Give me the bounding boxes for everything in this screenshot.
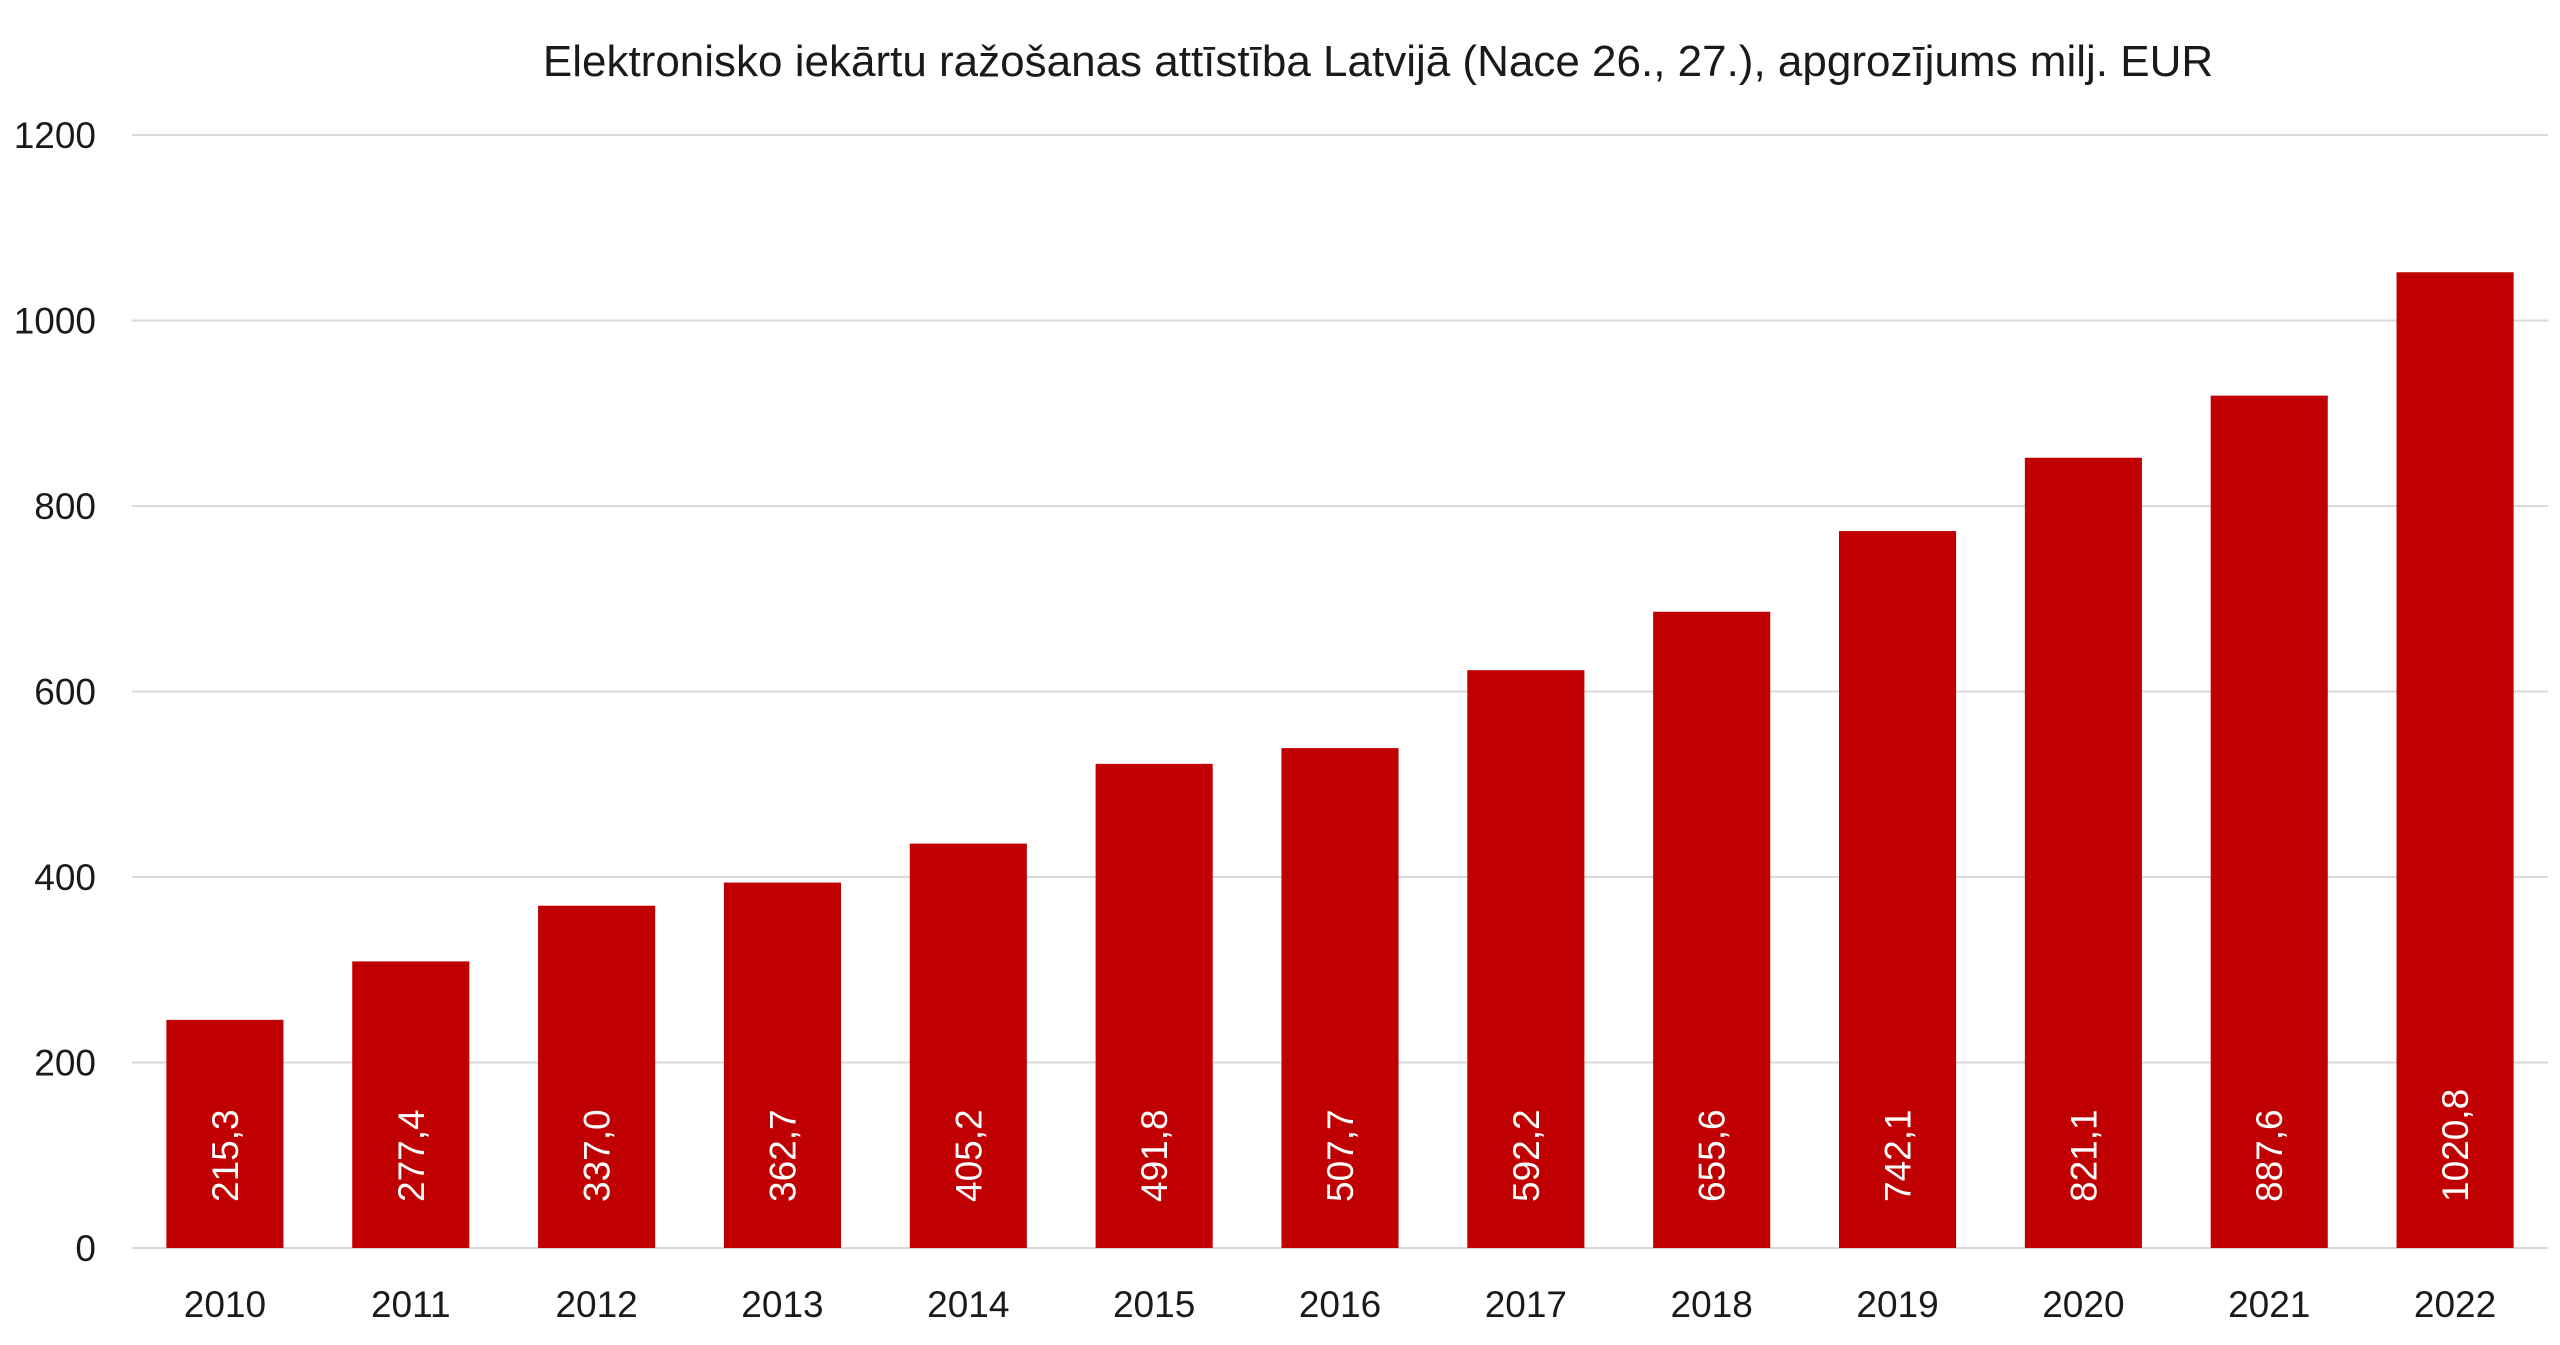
data-label: 887,6 xyxy=(2249,1109,2290,1202)
bar xyxy=(723,882,842,1248)
data-labels: 215,3 277,4 337,0 362,7 405,2 491,8 507,7 592,2… xyxy=(205,1089,2476,1202)
y-tick-label: 1200 xyxy=(14,115,96,156)
x-tick-label: 2014 xyxy=(927,1284,1009,1325)
bar xyxy=(1838,531,1957,1248)
y-tick-label: 400 xyxy=(34,857,96,898)
bar xyxy=(1653,611,1771,1248)
bar xyxy=(538,905,656,1248)
data-label: 507,7 xyxy=(1320,1109,1361,1202)
x-tick-label: 2013 xyxy=(741,1284,823,1325)
data-label: 337,0 xyxy=(577,1109,618,1202)
data-label: 277,4 xyxy=(391,1109,432,1202)
bar xyxy=(2396,272,2514,1248)
chart-title: Elektronisko iekārtu ražošanas attīstība… xyxy=(543,37,2213,86)
x-tick-label: 2019 xyxy=(1856,1284,1938,1325)
bar xyxy=(2210,395,2328,1248)
bar xyxy=(1467,670,1585,1248)
x-tick-label: 2016 xyxy=(1299,1284,1381,1325)
x-tick-label: 2012 xyxy=(555,1284,637,1325)
x-tick-label: 2015 xyxy=(1113,1284,1195,1325)
data-label: 1020,8 xyxy=(2435,1089,2476,1202)
data-label: 655,6 xyxy=(1692,1109,1733,1202)
bar xyxy=(1281,748,1399,1248)
y-tick-label: 0 xyxy=(75,1228,96,1269)
y-tick-label: 200 xyxy=(34,1043,96,1084)
bar xyxy=(352,961,470,1248)
data-label: 592,2 xyxy=(1506,1109,1547,1202)
x-tick-label: 2020 xyxy=(2042,1284,2124,1325)
y-tick-label: 800 xyxy=(34,486,96,527)
bar xyxy=(2024,457,2142,1248)
data-label: 405,2 xyxy=(948,1109,989,1202)
bar xyxy=(166,1019,284,1248)
data-label: 215,3 xyxy=(205,1109,246,1202)
bars xyxy=(166,272,2514,1248)
x-axis-ticks: 2010 2011 2012 2013 2014 2015 2016 2017 2018 2019… xyxy=(184,1284,2496,1325)
data-label: 821,1 xyxy=(2063,1109,2104,1202)
y-axis-ticks: 0 200 400 600 800 1000 1200 xyxy=(14,115,96,1269)
x-tick-label: 2021 xyxy=(2228,1284,2310,1325)
data-label: 362,7 xyxy=(762,1109,803,1202)
x-tick-label: 2010 xyxy=(184,1284,266,1325)
x-tick-label: 2017 xyxy=(1485,1284,1567,1325)
data-label: 742,1 xyxy=(1878,1109,1919,1202)
x-tick-label: 2011 xyxy=(371,1284,451,1325)
y-tick-label: 600 xyxy=(34,672,96,713)
y-tick-label: 1000 xyxy=(14,301,96,342)
x-tick-label: 2018 xyxy=(1671,1284,1753,1325)
bar xyxy=(1095,763,1213,1248)
x-tick-label: 2022 xyxy=(2414,1284,2496,1325)
bar xyxy=(909,843,1027,1248)
data-label: 491,8 xyxy=(1134,1109,1175,1202)
